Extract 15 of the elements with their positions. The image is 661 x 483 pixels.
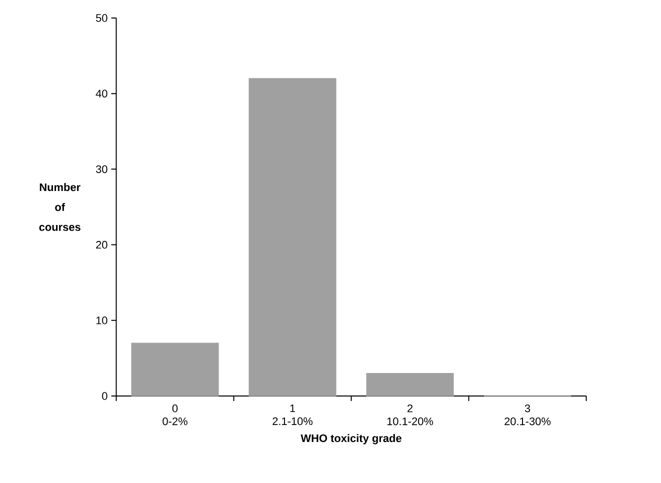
bar <box>248 78 336 396</box>
y-tick-label: 20 <box>96 240 108 249</box>
x-axis-title: WHO toxicity grade <box>300 434 402 444</box>
bar <box>131 342 219 396</box>
x-tick-label: 0 0-2% <box>162 404 188 426</box>
y-tick-label: 40 <box>96 90 108 98</box>
x-tick-label: 3 20.1-30% <box>504 404 551 426</box>
text: Number of courses <box>39 183 80 231</box>
y-tick-label: 0 <box>102 392 108 400</box>
y-tick-label: 30 <box>96 165 108 174</box>
x-tick-label: 1 2.1-10% <box>272 404 313 426</box>
y-tick-label: 50 <box>96 14 108 22</box>
x-tick-label: 2 10.1-20% <box>387 404 434 426</box>
y-tick-label: 10 <box>96 316 108 324</box>
bar <box>366 373 454 396</box>
